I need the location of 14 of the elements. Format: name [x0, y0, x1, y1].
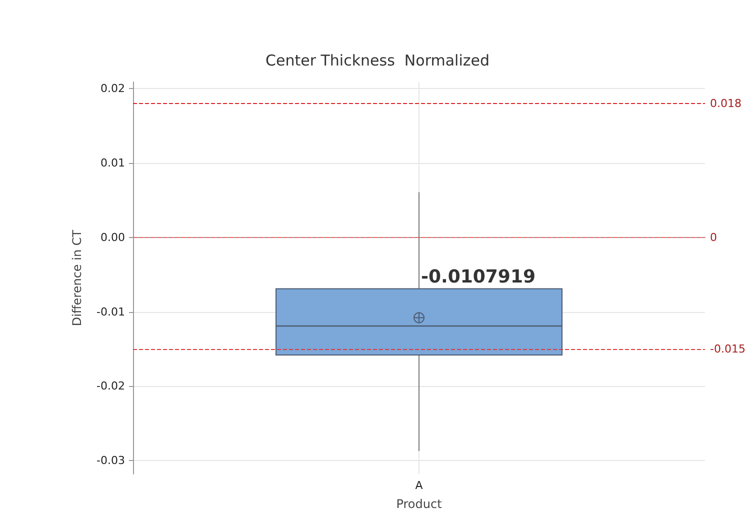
chart-title: Center Thickness Normalized — [266, 52, 490, 70]
ref-line-label: -0.015 — [710, 342, 746, 356]
annotation: -0.0107919 — [421, 266, 536, 288]
y-tick-label: 0.00 — [100, 230, 125, 244]
y-tick-label: -0.03 — [96, 454, 125, 468]
x-tick-label: A — [415, 479, 424, 492]
y-tick-label: -0.01 — [96, 305, 125, 318]
y-tick-label: 0.02 — [100, 82, 125, 96]
y-axis-title: Difference in CT — [70, 229, 84, 326]
ref-line-label: 0.018 — [710, 97, 742, 110]
y-tick-label: -0.02 — [96, 380, 125, 393]
y-tick-label: 0.01 — [100, 156, 125, 170]
ref-line-label: 0 — [710, 230, 717, 244]
x-axis-title: Product — [396, 497, 442, 511]
